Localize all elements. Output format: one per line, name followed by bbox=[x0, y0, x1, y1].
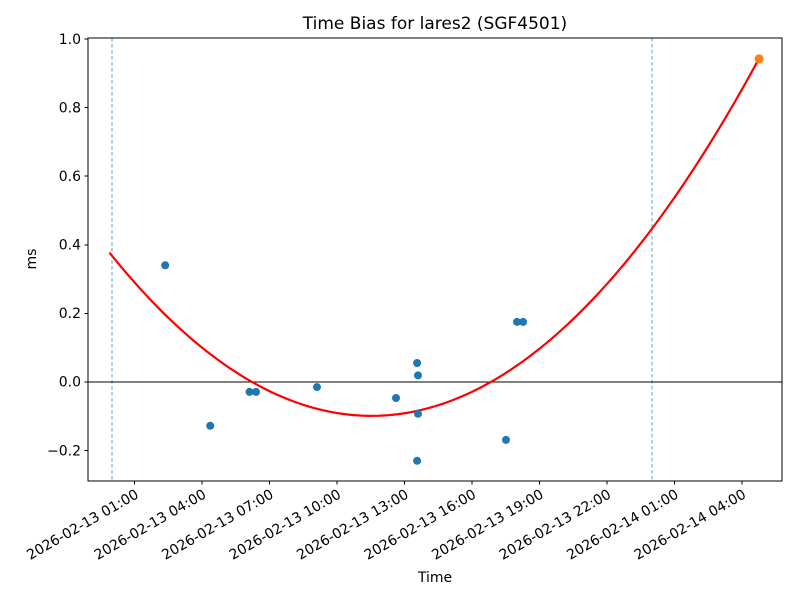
fit-curve-layer bbox=[108, 57, 761, 417]
time-bias-observations-point bbox=[245, 387, 254, 396]
time-bias-observations-point bbox=[206, 421, 215, 430]
y-axis-ticks: 1.0 0.8 0.6 0.4 0.2 0.0 −0.2 bbox=[47, 32, 88, 459]
time-bias-observations-point bbox=[414, 371, 422, 380]
time-bias-observations-point bbox=[161, 261, 170, 270]
time-bias-observations-point bbox=[502, 435, 510, 444]
fit-curve bbox=[108, 57, 761, 417]
x-tick-label: 2026-02-13 04:00 bbox=[92, 487, 209, 564]
time-bias-observations-point bbox=[513, 317, 521, 326]
time-bias-observations-point bbox=[413, 456, 422, 465]
chart-title: Time Bias for lares2 (SGF4501) bbox=[302, 14, 567, 34]
x-axis-label: Time bbox=[417, 570, 452, 586]
y-tick-label: 1.0 bbox=[59, 32, 81, 48]
scatter-points bbox=[161, 54, 764, 465]
x-tick-label: 2026-02-13 16:00 bbox=[362, 487, 479, 564]
x-tick-label: 2026-02-13 19:00 bbox=[429, 487, 546, 564]
y-tick-label: 0.4 bbox=[59, 238, 81, 254]
x-tick-label: 2026-02-13 10:00 bbox=[227, 487, 344, 564]
time-bias-observations-point bbox=[519, 317, 528, 326]
time-bias-observations-point bbox=[313, 383, 321, 392]
y-tick-label: 0.8 bbox=[59, 100, 81, 116]
x-tick-label: 2026-02-13 01:00 bbox=[24, 487, 141, 564]
plot-frame bbox=[87, 37, 783, 482]
day-boundary-lines bbox=[111, 38, 653, 481]
time-bias-observations-point bbox=[392, 394, 400, 402]
x-tick-label: 2026-02-13 07:00 bbox=[159, 487, 276, 564]
y-tick-label: 0.6 bbox=[59, 169, 81, 185]
time-bias-observations-point bbox=[252, 387, 260, 396]
time-bias-observations-point bbox=[414, 409, 422, 418]
x-tick-label: 2026-02-13 22:00 bbox=[497, 487, 614, 564]
y-tick-label: −0.2 bbox=[47, 443, 81, 459]
y-axis-label: ms bbox=[24, 249, 40, 270]
x-tick-label: 2026-02-13 13:00 bbox=[294, 487, 411, 564]
y-tick-label: 0.2 bbox=[59, 306, 81, 322]
time-bias-observations-point bbox=[413, 359, 422, 367]
x-tick-label: 2026-02-14 01:00 bbox=[564, 487, 681, 564]
x-tick-label: 2026-02-14 04:00 bbox=[632, 487, 749, 564]
y-tick-label: 0.0 bbox=[59, 375, 81, 391]
latest-observation-point bbox=[754, 54, 764, 64]
